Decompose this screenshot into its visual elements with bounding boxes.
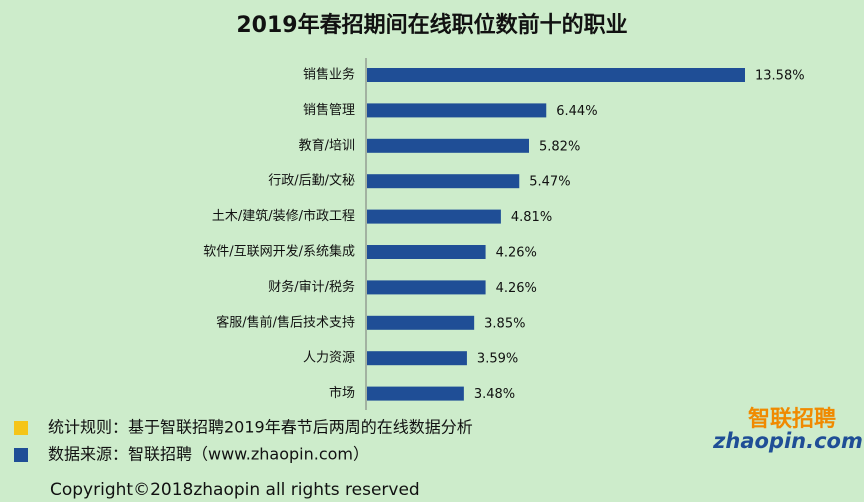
category-label: 教育/培训: [299, 137, 355, 153]
note: 数据来源：智联招聘（www.zhaopin.com）: [48, 445, 369, 464]
note-marker: [14, 421, 28, 435]
note-marker: [14, 448, 28, 462]
bar: [367, 209, 501, 224]
bar: [367, 315, 475, 330]
bar: [367, 138, 529, 153]
value-label: 13.58%: [755, 69, 805, 84]
bar: [367, 245, 486, 259]
value-label: 4.26%: [496, 246, 537, 261]
value-label: 3.48%: [474, 387, 515, 402]
value-label: 3.85%: [484, 316, 525, 331]
category-label: 市场: [329, 385, 355, 401]
value-label: 5.82%: [539, 139, 580, 154]
value-label: 4.26%: [496, 281, 537, 296]
category-label: 行政/后勤/文秘: [268, 174, 355, 189]
chart-title: 2019年春招期间在线职位数前十的职业: [236, 12, 627, 38]
category-label: 财务/审计/税务: [268, 279, 355, 295]
logo-brand: 智联招聘: [748, 406, 836, 432]
note: 统计规则：基于智联招聘2019年春节后两周的在线数据分析: [48, 418, 473, 437]
category-label: 客服/售前/售后技术支持: [216, 314, 355, 330]
category-label: 人力资源: [303, 351, 355, 366]
category-label: 销售管理: [303, 102, 355, 118]
value-label: 3.59%: [477, 352, 518, 367]
bar: [367, 280, 486, 295]
bar: [367, 386, 464, 401]
bar: [367, 68, 745, 82]
category-label: 土木/建筑/装修/市政工程: [212, 208, 355, 224]
logo-site: zhaopin.com: [712, 429, 863, 453]
category-label: 软件/互联网开发/系统集成: [203, 244, 355, 260]
bar: [367, 103, 547, 118]
bar: [367, 174, 520, 189]
value-label: 6.44%: [556, 104, 597, 119]
value-label: 4.81%: [511, 210, 552, 225]
category-label: 销售业务: [303, 67, 355, 83]
value-label: 5.47%: [529, 175, 570, 190]
bar: [367, 351, 467, 366]
copyright: Copyright©2018zhaopin all rights reserve…: [50, 480, 420, 500]
